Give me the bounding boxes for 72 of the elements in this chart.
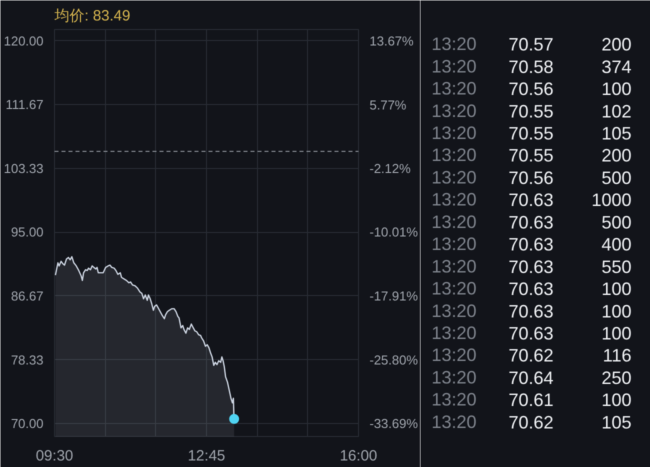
y2-tick-label: 5.77% bbox=[370, 97, 407, 112]
text: 13:20 bbox=[432, 122, 477, 143]
text: 13:20 bbox=[432, 278, 477, 299]
text: 70.63 bbox=[508, 256, 554, 277]
text: 70.58 bbox=[508, 56, 554, 77]
text: 1000 bbox=[591, 190, 632, 210]
text: 13:20 bbox=[432, 256, 477, 276]
text: 13:20 bbox=[432, 212, 477, 232]
text: 200 bbox=[601, 34, 632, 55]
text: 100 bbox=[601, 324, 632, 344]
text: 105 bbox=[601, 412, 632, 432]
text: 13:20 bbox=[432, 100, 477, 121]
text: 13:20 bbox=[432, 56, 477, 76]
text: 70.55 bbox=[508, 101, 554, 122]
text: 70.63 bbox=[508, 234, 554, 255]
text: 500 bbox=[601, 168, 632, 188]
text: 13:20 bbox=[432, 323, 477, 344]
text: 100 bbox=[601, 390, 632, 410]
text: 70.64 bbox=[508, 368, 554, 388]
text: 70.55 bbox=[508, 146, 554, 166]
text: 70.63 bbox=[508, 324, 554, 344]
x-tick-label: 09:30 bbox=[36, 448, 74, 464]
text: 70.63 bbox=[508, 279, 554, 300]
y2-tick-label: -2.12% bbox=[370, 161, 412, 176]
text: 70.61 bbox=[508, 390, 554, 410]
text: 70.63 bbox=[508, 301, 554, 322]
text: 100 bbox=[601, 301, 632, 322]
text: 200 bbox=[601, 146, 632, 166]
text: 550 bbox=[601, 256, 632, 277]
text: 102 bbox=[601, 101, 632, 122]
x-tick-label: 16:00 bbox=[340, 448, 378, 464]
text: 70.57 bbox=[508, 34, 554, 55]
text: 70.63 bbox=[508, 190, 554, 210]
y2-tick-label: -17.91% bbox=[370, 288, 418, 304]
text: 13:20 bbox=[432, 390, 477, 410]
text: 116 bbox=[602, 346, 632, 366]
text: 13:20 bbox=[432, 412, 477, 432]
text: 13:20 bbox=[432, 234, 477, 254]
y2-tick-label: -10.01% bbox=[370, 224, 418, 240]
text: 500 bbox=[601, 212, 632, 232]
chart-title: 均价: 83.49 bbox=[54, 8, 130, 24]
text: 105 bbox=[601, 123, 632, 144]
y-tick-label: 103.33 bbox=[4, 161, 44, 176]
text: 13:20 bbox=[432, 78, 477, 99]
text: 70.56 bbox=[508, 79, 554, 100]
text: 13:20 bbox=[432, 190, 477, 210]
text: 13:20 bbox=[432, 145, 477, 166]
text: 100 bbox=[601, 79, 632, 100]
y2-tick-label: -25.80% bbox=[370, 352, 418, 368]
text: 70.56 bbox=[508, 168, 554, 188]
text: 13:20 bbox=[432, 367, 477, 388]
text: 100 bbox=[601, 279, 632, 300]
text: 13:20 bbox=[432, 345, 477, 366]
text: 13:20 bbox=[432, 300, 477, 321]
x-tick-label: 12:45 bbox=[188, 448, 226, 464]
y-tick-label: 78.33 bbox=[10, 352, 44, 368]
text: 13:20 bbox=[432, 167, 477, 188]
y-tick-label: 111.67 bbox=[6, 97, 44, 112]
text: 70.62 bbox=[508, 346, 554, 366]
text: 374 bbox=[601, 56, 632, 77]
y-tick-label: 70.00 bbox=[10, 416, 44, 431]
y-tick-label: 120.00 bbox=[4, 33, 44, 48]
text: 13:20 bbox=[432, 34, 477, 54]
y2-tick-label: -33.69% bbox=[370, 416, 418, 431]
text: 70.62 bbox=[508, 412, 554, 432]
text: 400 bbox=[601, 234, 632, 255]
text: 70.63 bbox=[508, 212, 554, 232]
text: 70.55 bbox=[508, 123, 554, 144]
y2-tick-label: 13.67% bbox=[370, 33, 414, 48]
y-tick-label: 86.67 bbox=[10, 288, 44, 304]
text: 250 bbox=[601, 368, 632, 388]
y-tick-label: 95.00 bbox=[10, 224, 44, 240]
